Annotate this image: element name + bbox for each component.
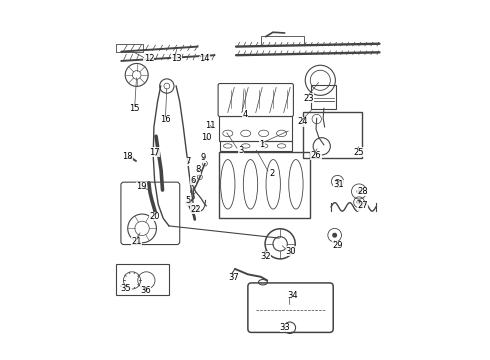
Text: 36: 36 bbox=[140, 286, 151, 295]
Text: 18: 18 bbox=[122, 152, 133, 161]
Text: 28: 28 bbox=[357, 187, 368, 196]
Text: 35: 35 bbox=[121, 284, 131, 293]
Text: 27: 27 bbox=[357, 201, 368, 210]
Text: 25: 25 bbox=[354, 148, 364, 157]
Circle shape bbox=[357, 201, 361, 204]
Text: 3: 3 bbox=[239, 146, 244, 155]
Text: 7: 7 bbox=[186, 157, 191, 166]
Text: 10: 10 bbox=[201, 133, 212, 142]
Text: 32: 32 bbox=[261, 252, 271, 261]
Circle shape bbox=[336, 180, 339, 183]
Text: 34: 34 bbox=[287, 291, 297, 300]
Text: 29: 29 bbox=[332, 241, 343, 250]
Text: 24: 24 bbox=[298, 117, 308, 126]
Circle shape bbox=[333, 233, 337, 237]
Text: 9: 9 bbox=[200, 153, 205, 162]
Text: 1: 1 bbox=[260, 140, 265, 149]
Text: 16: 16 bbox=[160, 115, 171, 124]
Text: 8: 8 bbox=[195, 166, 200, 175]
Text: 4: 4 bbox=[243, 110, 247, 119]
Text: 13: 13 bbox=[172, 54, 182, 63]
Text: 17: 17 bbox=[149, 148, 160, 157]
Text: 15: 15 bbox=[129, 104, 140, 113]
Text: 14: 14 bbox=[199, 54, 210, 63]
Text: 5: 5 bbox=[186, 196, 191, 205]
Text: 2: 2 bbox=[270, 169, 274, 178]
Text: 37: 37 bbox=[228, 273, 239, 282]
Text: 33: 33 bbox=[280, 323, 291, 332]
Text: 19: 19 bbox=[137, 182, 147, 191]
Text: 11: 11 bbox=[205, 121, 216, 130]
Text: 30: 30 bbox=[286, 247, 296, 256]
Circle shape bbox=[357, 190, 361, 193]
Text: 21: 21 bbox=[131, 237, 142, 246]
Text: 31: 31 bbox=[334, 180, 344, 189]
Text: 12: 12 bbox=[144, 54, 154, 63]
Text: 22: 22 bbox=[190, 205, 201, 214]
Text: 6: 6 bbox=[191, 176, 196, 185]
Text: 23: 23 bbox=[303, 94, 314, 103]
Text: 20: 20 bbox=[149, 212, 160, 221]
Text: 26: 26 bbox=[311, 151, 321, 160]
